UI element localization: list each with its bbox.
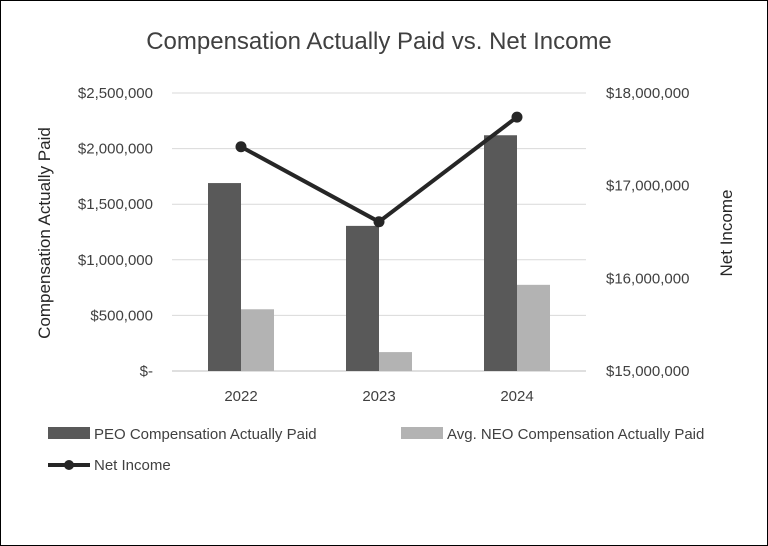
y2-axis-title: Net Income	[717, 190, 736, 277]
legend-label-neo: Avg. NEO Compensation Actually Paid	[447, 426, 704, 443]
net-income-point	[373, 216, 385, 228]
right-axis-ticks: $15,000,000 $16,000,000 $17,000,000 $18,000…	[606, 85, 689, 380]
category-label: 2023	[362, 388, 395, 405]
bar-neo	[241, 309, 274, 371]
legend-label-net-income: Net Income	[94, 457, 171, 474]
right-tick-label: $16,000,000	[606, 270, 689, 287]
bar-peo	[484, 135, 517, 371]
category-label: 2022	[224, 388, 257, 405]
legend: PEO Compensation Actually Paid Avg. NEO …	[48, 426, 704, 474]
right-tick-label: $17,000,000	[606, 178, 689, 195]
bar-neo	[379, 352, 412, 371]
y-axis-title: Compensation Actually Paid	[35, 127, 54, 339]
category-labels: 2022 2023 2024	[224, 388, 533, 405]
bars	[208, 135, 550, 371]
left-tick-label: $500,000	[90, 307, 153, 324]
left-tick-label: $1,500,000	[78, 196, 153, 213]
left-axis-ticks: $- $500,000 $1,000,000 $1,500,000 $2,000,000…	[78, 85, 153, 380]
legend-swatch-neo	[401, 427, 443, 439]
net-income-point	[511, 111, 523, 123]
left-tick-label: $2,500,000	[78, 85, 153, 102]
left-tick-label: $1,000,000	[78, 252, 153, 269]
legend-swatch-net-income-marker	[64, 460, 74, 470]
net-income-line	[235, 111, 523, 228]
left-tick-label: $2,000,000	[78, 141, 153, 158]
chart-title: Compensation Actually Paid vs. Net Incom…	[146, 28, 612, 55]
net-income-point	[235, 141, 247, 153]
bar-peo	[346, 225, 379, 371]
right-tick-label: $18,000,000	[606, 85, 689, 102]
right-tick-label: $15,000,000	[606, 363, 689, 380]
legend-label-peo: PEO Compensation Actually Paid	[94, 426, 317, 443]
net-income-path	[240, 115, 519, 224]
category-label: 2024	[500, 388, 533, 405]
legend-swatch-peo	[48, 427, 90, 439]
left-tick-label: $-	[140, 363, 153, 380]
bar-neo	[517, 284, 550, 371]
bar-peo	[208, 183, 241, 371]
